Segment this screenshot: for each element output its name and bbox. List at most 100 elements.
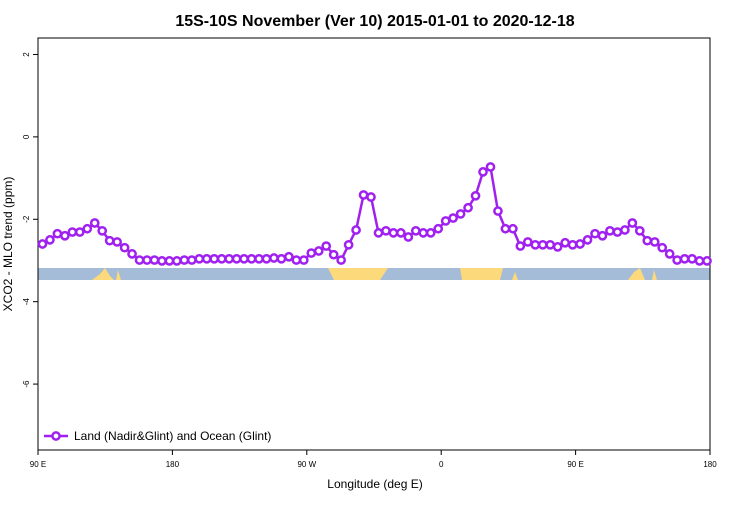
- point: [381, 225, 391, 236]
- point: [179, 255, 190, 265]
- point: [552, 242, 563, 252]
- point: [575, 239, 585, 249]
- point: [231, 253, 242, 264]
- point: [209, 253, 220, 264]
- point: [45, 235, 55, 245]
- point: [306, 248, 317, 258]
- point: [605, 225, 615, 236]
- point: [149, 255, 160, 265]
- point: [254, 253, 264, 264]
- point: [291, 255, 302, 265]
- point: [321, 241, 332, 251]
- point: [522, 237, 533, 247]
- point: [679, 253, 690, 264]
- point: [634, 225, 645, 236]
- point: [343, 239, 354, 250]
- point: [366, 192, 376, 202]
- point: [298, 255, 309, 265]
- point: [134, 255, 145, 265]
- point: [284, 251, 294, 262]
- point: [478, 167, 488, 177]
- point: [261, 253, 272, 264]
- point: [142, 255, 152, 265]
- y-tick-label: -6: [22, 380, 31, 388]
- x-tick-label: 90 E: [30, 460, 46, 469]
- point: [664, 249, 675, 259]
- x-tick-label: 90 W: [297, 460, 316, 469]
- y-axis-label: XCO2 - MLO trend (ppm): [1, 177, 15, 312]
- point: [418, 228, 429, 238]
- point: [172, 256, 182, 266]
- point: [119, 242, 130, 253]
- point: [597, 230, 608, 241]
- point: [620, 225, 630, 235]
- point: [560, 237, 570, 248]
- point: [336, 255, 346, 265]
- point: [694, 256, 705, 266]
- point: [545, 239, 556, 250]
- point: [201, 253, 212, 264]
- point: [224, 253, 234, 264]
- point: [433, 223, 444, 234]
- point: [410, 225, 421, 236]
- point: [388, 228, 399, 238]
- x-tick-label: 0: [439, 460, 444, 469]
- point: [500, 223, 511, 234]
- point: [246, 253, 257, 264]
- point: [239, 253, 249, 264]
- point: [440, 216, 451, 226]
- point: [582, 235, 593, 245]
- point: [537, 239, 548, 250]
- point: [657, 242, 668, 253]
- point: [515, 241, 526, 251]
- point: [60, 230, 70, 241]
- point: [186, 255, 197, 265]
- point: [672, 255, 682, 265]
- point: [493, 206, 503, 216]
- point: [37, 239, 48, 249]
- point: [403, 232, 414, 242]
- point: [702, 256, 712, 266]
- point: [97, 225, 108, 236]
- point: [216, 253, 227, 264]
- legend-marker: [51, 431, 61, 441]
- point: [642, 235, 653, 246]
- x-axis-label: Longitude (deg E): [327, 477, 422, 491]
- point: [67, 227, 78, 237]
- point: [328, 249, 339, 260]
- point: [269, 253, 279, 263]
- point: [82, 223, 93, 234]
- point: [463, 202, 473, 213]
- point: [89, 218, 100, 228]
- point: [351, 225, 361, 235]
- point: [104, 235, 115, 246]
- point: [276, 253, 287, 264]
- plot-frame: [37, 37, 711, 451]
- point: [313, 246, 324, 256]
- x-tick-label: 180: [166, 460, 180, 469]
- y-tick-label: -2: [22, 215, 31, 223]
- point: [508, 223, 518, 234]
- point: [425, 228, 436, 238]
- point: [164, 256, 175, 266]
- point: [358, 190, 369, 200]
- y-tick-label: -4: [22, 298, 31, 306]
- point: [448, 213, 458, 223]
- point: [530, 239, 541, 250]
- x-tick-label: 180: [703, 460, 717, 469]
- point: [612, 227, 623, 237]
- point: [590, 228, 600, 239]
- point: [687, 253, 697, 264]
- point: [157, 256, 167, 266]
- point: [112, 237, 122, 247]
- point: [194, 253, 205, 264]
- point: [470, 190, 481, 201]
- point: [396, 228, 406, 238]
- land-ocean-strip: [38, 268, 710, 280]
- series-line: [41, 164, 708, 263]
- point: [485, 162, 496, 172]
- point: [74, 227, 85, 237]
- legend-label: Land (Nadir&Glint) and Ocean (Glint): [74, 429, 271, 443]
- chart-title: 15S-10S November (Ver 10) 2015-01-01 to …: [175, 13, 574, 30]
